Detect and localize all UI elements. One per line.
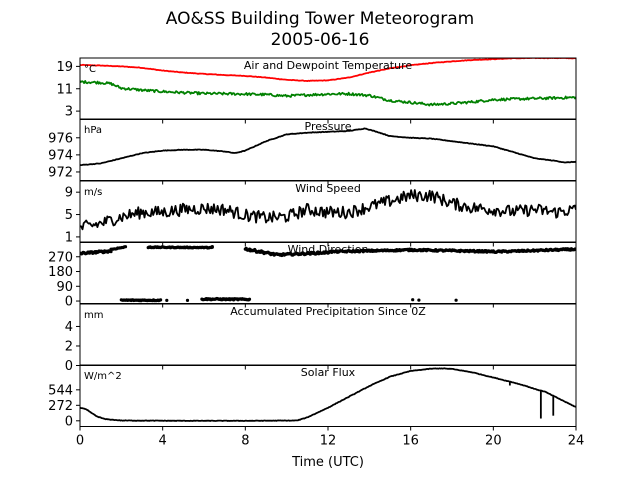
y-tick-label: 2 xyxy=(65,339,73,354)
panel-precipitation: 0 2 4 Accumulated Precipitation Since 0Z mm xyxy=(65,303,577,374)
series-line-temperature-1 xyxy=(80,80,576,107)
x-tick-label: 24 xyxy=(568,434,585,449)
y-tick-label: 972 xyxy=(48,165,73,180)
plot-area-solar_flux xyxy=(80,367,576,422)
x-tick-label: 0 xyxy=(76,434,84,449)
y-tick-label: 3 xyxy=(65,105,73,120)
y-tick-label: 270 xyxy=(48,250,73,265)
y-tick-label: 0 xyxy=(65,414,73,429)
panel-title-wind_direction: Wind Direction xyxy=(288,243,369,256)
y-tick-label: 1 xyxy=(65,230,73,245)
direction-point xyxy=(185,298,190,302)
figure-title-line1: AO&SS Building Tower Meteorogram xyxy=(166,9,474,29)
direction-point xyxy=(417,298,421,302)
x-tick-label: 8 xyxy=(241,434,249,449)
panel-title-pressure: Pressure xyxy=(305,120,352,133)
series-line-solar_flux-0 xyxy=(80,367,576,422)
panel-title-wind_speed: Wind Speed xyxy=(295,182,361,195)
y-tick-label: 5 xyxy=(65,208,73,223)
y-tick-label: 976 xyxy=(48,131,73,146)
direction-point xyxy=(165,298,169,302)
x-tick-label: 4 xyxy=(159,434,167,449)
direction-point xyxy=(123,245,128,249)
x-tick-label: 16 xyxy=(402,434,419,449)
y-tick-label: 0 xyxy=(65,359,73,374)
figure-title-line2: 2005-06-16 xyxy=(271,30,370,50)
y-tick-label: 974 xyxy=(48,148,73,163)
panel-title-precipitation: Accumulated Precipitation Since 0Z xyxy=(230,305,426,318)
series-line-temperature-0 xyxy=(80,58,576,82)
plot-area-wind_direction xyxy=(80,245,576,303)
panel-unit-solar_flux: W/m^2 xyxy=(84,371,122,382)
y-tick-label: 4 xyxy=(65,320,73,335)
y-tick-label: 11 xyxy=(56,82,73,97)
panel-wind_speed: 1 5 9 Wind Speed m/s xyxy=(65,180,577,247)
x-axis-label: Time (UTC) xyxy=(291,455,364,470)
x-tick-label: 20 xyxy=(485,434,502,449)
panel-unit-pressure: hPa xyxy=(84,125,102,136)
panel-unit-precipitation: mm xyxy=(84,310,103,321)
y-tick-label: 90 xyxy=(56,280,73,295)
direction-point xyxy=(411,298,415,302)
plot-area-wind_speed xyxy=(80,189,576,231)
direction-point xyxy=(159,298,163,302)
y-tick-label: 180 xyxy=(48,265,73,280)
plot-area-temperature xyxy=(80,58,576,107)
y-tick-label: 19 xyxy=(56,60,73,75)
panel-title-solar_flux: Solar Flux xyxy=(301,366,356,379)
y-tick-label: 0 xyxy=(65,295,73,310)
series-line-pressure-0 xyxy=(80,127,576,166)
direction-point xyxy=(247,297,252,301)
panel-unit-wind_speed: m/s xyxy=(84,187,102,198)
direction-point xyxy=(454,298,458,302)
panel-unit-temperature: °C xyxy=(84,64,96,75)
y-tick-label: 9 xyxy=(65,186,73,201)
plot-area-pressure xyxy=(80,127,576,166)
direction-point xyxy=(210,245,214,249)
x-tick-label: 12 xyxy=(320,434,337,449)
y-tick-label: 272 xyxy=(48,399,73,414)
series-line-wind_speed-0 xyxy=(80,189,576,231)
y-tick-label: 544 xyxy=(48,383,73,398)
panel-title-temperature: Air and Dewpoint Temperature xyxy=(244,59,412,72)
direction-point xyxy=(148,245,152,249)
direction-point xyxy=(109,250,113,254)
